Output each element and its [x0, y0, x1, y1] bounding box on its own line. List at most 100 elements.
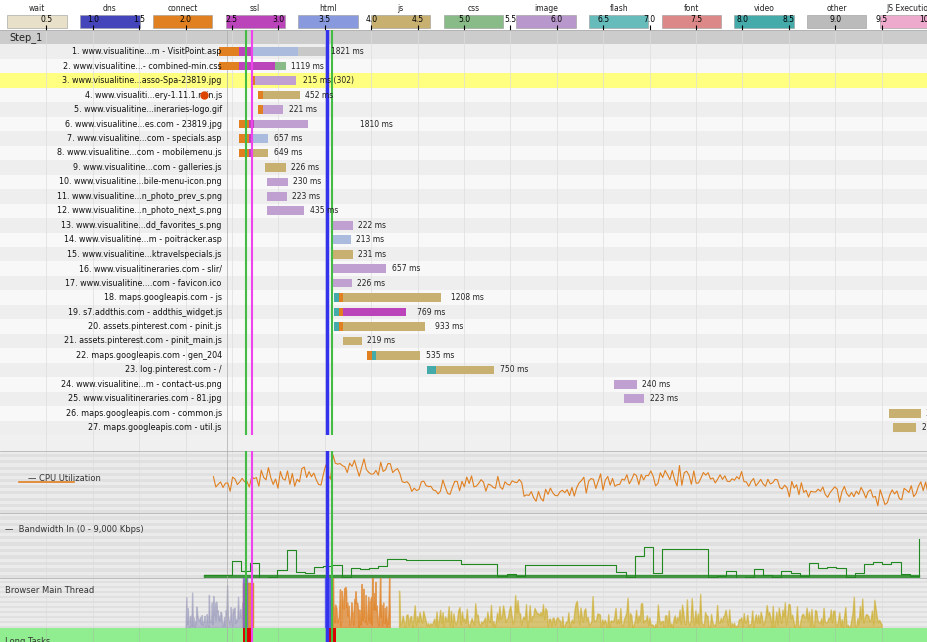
Bar: [0, 189, 927, 204]
Bar: [239, 62, 274, 71]
Bar: [0, 457, 927, 460]
Bar: [343, 336, 362, 345]
Text: —  Bandwidth In (0 - 9,000 Kbps): — Bandwidth In (0 - 9,000 Kbps): [5, 525, 143, 534]
Bar: [267, 207, 304, 215]
Bar: [0, 232, 927, 247]
Bar: [250, 76, 255, 85]
Text: 223 ms: 223 ms: [292, 192, 320, 201]
Text: 15. www.visualitine...ktravelspecials.js: 15. www.visualitine...ktravelspecials.js: [68, 250, 222, 259]
Bar: [879, 15, 927, 28]
Text: 10. www.visualitine...bile-menu-icon.png: 10. www.visualitine...bile-menu-icon.png: [59, 177, 222, 186]
Bar: [0, 160, 927, 175]
Bar: [338, 308, 343, 317]
Bar: [343, 322, 425, 331]
Bar: [0, 600, 927, 603]
Bar: [0, 454, 927, 457]
Bar: [0, 529, 927, 532]
Bar: [0, 476, 927, 479]
Bar: [219, 48, 239, 56]
Bar: [367, 351, 372, 360]
Bar: [0, 473, 927, 476]
Bar: [0, 552, 927, 555]
Bar: [0, 523, 927, 526]
Bar: [298, 15, 357, 28]
Bar: [0, 559, 927, 562]
Text: 535 ms: 535 ms: [425, 351, 454, 360]
Bar: [267, 192, 286, 201]
Bar: [258, 91, 262, 100]
Text: 21. assets.pinterest.com - pinit_main.js: 21. assets.pinterest.com - pinit_main.js: [64, 336, 222, 345]
Bar: [0, 621, 927, 623]
Bar: [0, 603, 927, 605]
Text: 269 ms: 269 ms: [921, 423, 927, 432]
Bar: [239, 48, 251, 56]
Bar: [332, 221, 352, 230]
Text: js: js: [397, 4, 403, 13]
Text: 435 ms: 435 ms: [310, 206, 338, 215]
Text: html: html: [319, 4, 337, 13]
Bar: [431, 365, 436, 374]
Bar: [0, 319, 927, 334]
Bar: [239, 148, 248, 157]
Text: other: other: [826, 4, 846, 13]
Bar: [332, 279, 351, 288]
Bar: [334, 293, 338, 302]
Bar: [0, 59, 927, 73]
Bar: [614, 380, 636, 388]
Text: Long Tasks: Long Tasks: [5, 637, 50, 642]
Text: 1208 ms: 1208 ms: [451, 293, 483, 302]
Bar: [0, 479, 927, 482]
Text: 221 ms: 221 ms: [288, 105, 316, 114]
Bar: [0, 146, 927, 160]
Text: — CPU Utilization: — CPU Utilization: [28, 474, 101, 483]
Bar: [0, 218, 927, 232]
Text: 657 ms: 657 ms: [391, 264, 420, 273]
Bar: [0, 580, 927, 583]
Text: 649 ms: 649 ms: [273, 148, 302, 157]
Text: 18. maps.googleapis.com - js: 18. maps.googleapis.com - js: [104, 293, 222, 302]
Text: 226 ms: 226 ms: [357, 279, 385, 288]
Text: 13. www.visualitine...dd_favorites_s.png: 13. www.visualitine...dd_favorites_s.png: [61, 221, 222, 230]
Bar: [0, 507, 927, 510]
Bar: [371, 15, 430, 28]
Text: 11. www.visualitine...n_photo_prev_s.png: 11. www.visualitine...n_photo_prev_s.png: [57, 192, 222, 201]
Bar: [243, 628, 253, 642]
Text: 230 ms: 230 ms: [293, 177, 321, 186]
Bar: [0, 565, 927, 568]
Bar: [0, 485, 927, 488]
Text: dns: dns: [103, 4, 117, 13]
Bar: [0, 611, 927, 613]
Text: 16. www.visualitineraries.com - slir/: 16. www.visualitineraries.com - slir/: [79, 264, 222, 273]
Text: 25. www.visualitineraries.com - 81.jpg: 25. www.visualitineraries.com - 81.jpg: [69, 394, 222, 403]
Bar: [661, 15, 720, 28]
Bar: [0, 491, 927, 494]
Bar: [0, 482, 927, 485]
Bar: [332, 250, 352, 259]
Bar: [0, 513, 927, 516]
Bar: [0, 451, 927, 454]
Bar: [0, 467, 927, 469]
Bar: [274, 62, 286, 71]
Text: css: css: [466, 4, 479, 13]
Text: 23. log.pinterest.com - /: 23. log.pinterest.com - /: [125, 365, 222, 374]
Bar: [806, 15, 866, 28]
Text: 1810 ms: 1810 ms: [360, 119, 392, 128]
Bar: [248, 148, 253, 157]
Text: 2. www.visualitine...- combined-min.css: 2. www.visualitine...- combined-min.css: [63, 62, 222, 71]
Bar: [443, 15, 502, 28]
Text: 4. www.visualiti...ery-1.11.1.min.js: 4. www.visualiti...ery-1.11.1.min.js: [84, 91, 222, 100]
Bar: [888, 409, 920, 418]
Text: 1. www.visualitine...m - VisitPoint.asp: 1. www.visualitine...m - VisitPoint.asp: [72, 48, 222, 56]
Text: flash: flash: [609, 4, 628, 13]
Bar: [0, 542, 927, 546]
Bar: [326, 628, 336, 642]
Bar: [0, 586, 927, 588]
Bar: [0, 73, 927, 88]
Text: 17. www.visualitine....com - favicon.ico: 17. www.visualitine....com - favicon.ico: [65, 279, 222, 288]
Bar: [253, 134, 268, 143]
Text: 14. www.visualitine...m - poitracker.asp: 14. www.visualitine...m - poitracker.asp: [64, 235, 222, 244]
Bar: [334, 308, 338, 317]
Text: 26. maps.googleapis.com - common.js: 26. maps.googleapis.com - common.js: [66, 409, 222, 418]
Bar: [0, 305, 927, 319]
Text: 213 ms: 213 ms: [356, 235, 384, 244]
